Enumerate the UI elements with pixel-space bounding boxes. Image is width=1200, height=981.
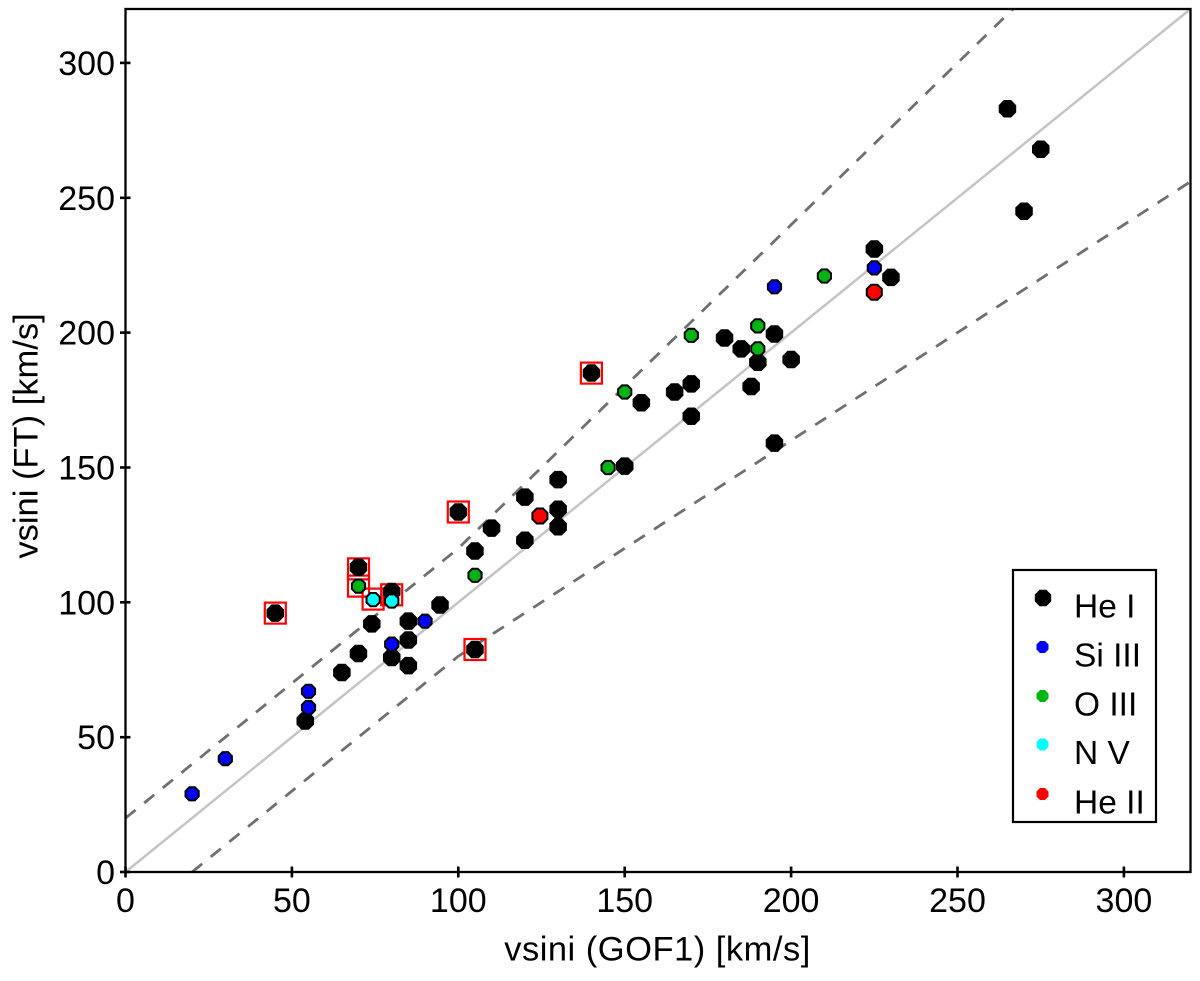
svg-text:0: 0 [116, 882, 135, 920]
svg-text:200: 200 [763, 882, 820, 920]
svg-text:200: 200 [58, 315, 115, 353]
svg-text:O III: O III [1074, 687, 1137, 724]
svg-text:He II: He II [1074, 785, 1145, 822]
svg-text:100: 100 [430, 882, 487, 920]
svg-text:N V: N V [1074, 735, 1131, 772]
svg-text:50: 50 [77, 719, 115, 757]
svg-text:250: 250 [929, 882, 986, 920]
svg-text:Si III: Si III [1074, 638, 1141, 675]
svg-text:vsini (GOF1) [km/s]: vsini (GOF1) [km/s] [504, 931, 811, 969]
svg-text:He I: He I [1074, 589, 1135, 626]
svg-text:300: 300 [58, 45, 115, 83]
svg-text:150: 150 [58, 450, 115, 488]
svg-text:150: 150 [596, 882, 653, 920]
svg-text:100: 100 [58, 584, 115, 622]
svg-text:vsini (FT) [km/s]: vsini (FT) [km/s] [8, 313, 46, 558]
svg-text:0: 0 [96, 854, 115, 892]
svg-text:250: 250 [58, 180, 115, 218]
svg-text:300: 300 [1096, 882, 1153, 920]
svg-text:50: 50 [273, 882, 311, 920]
